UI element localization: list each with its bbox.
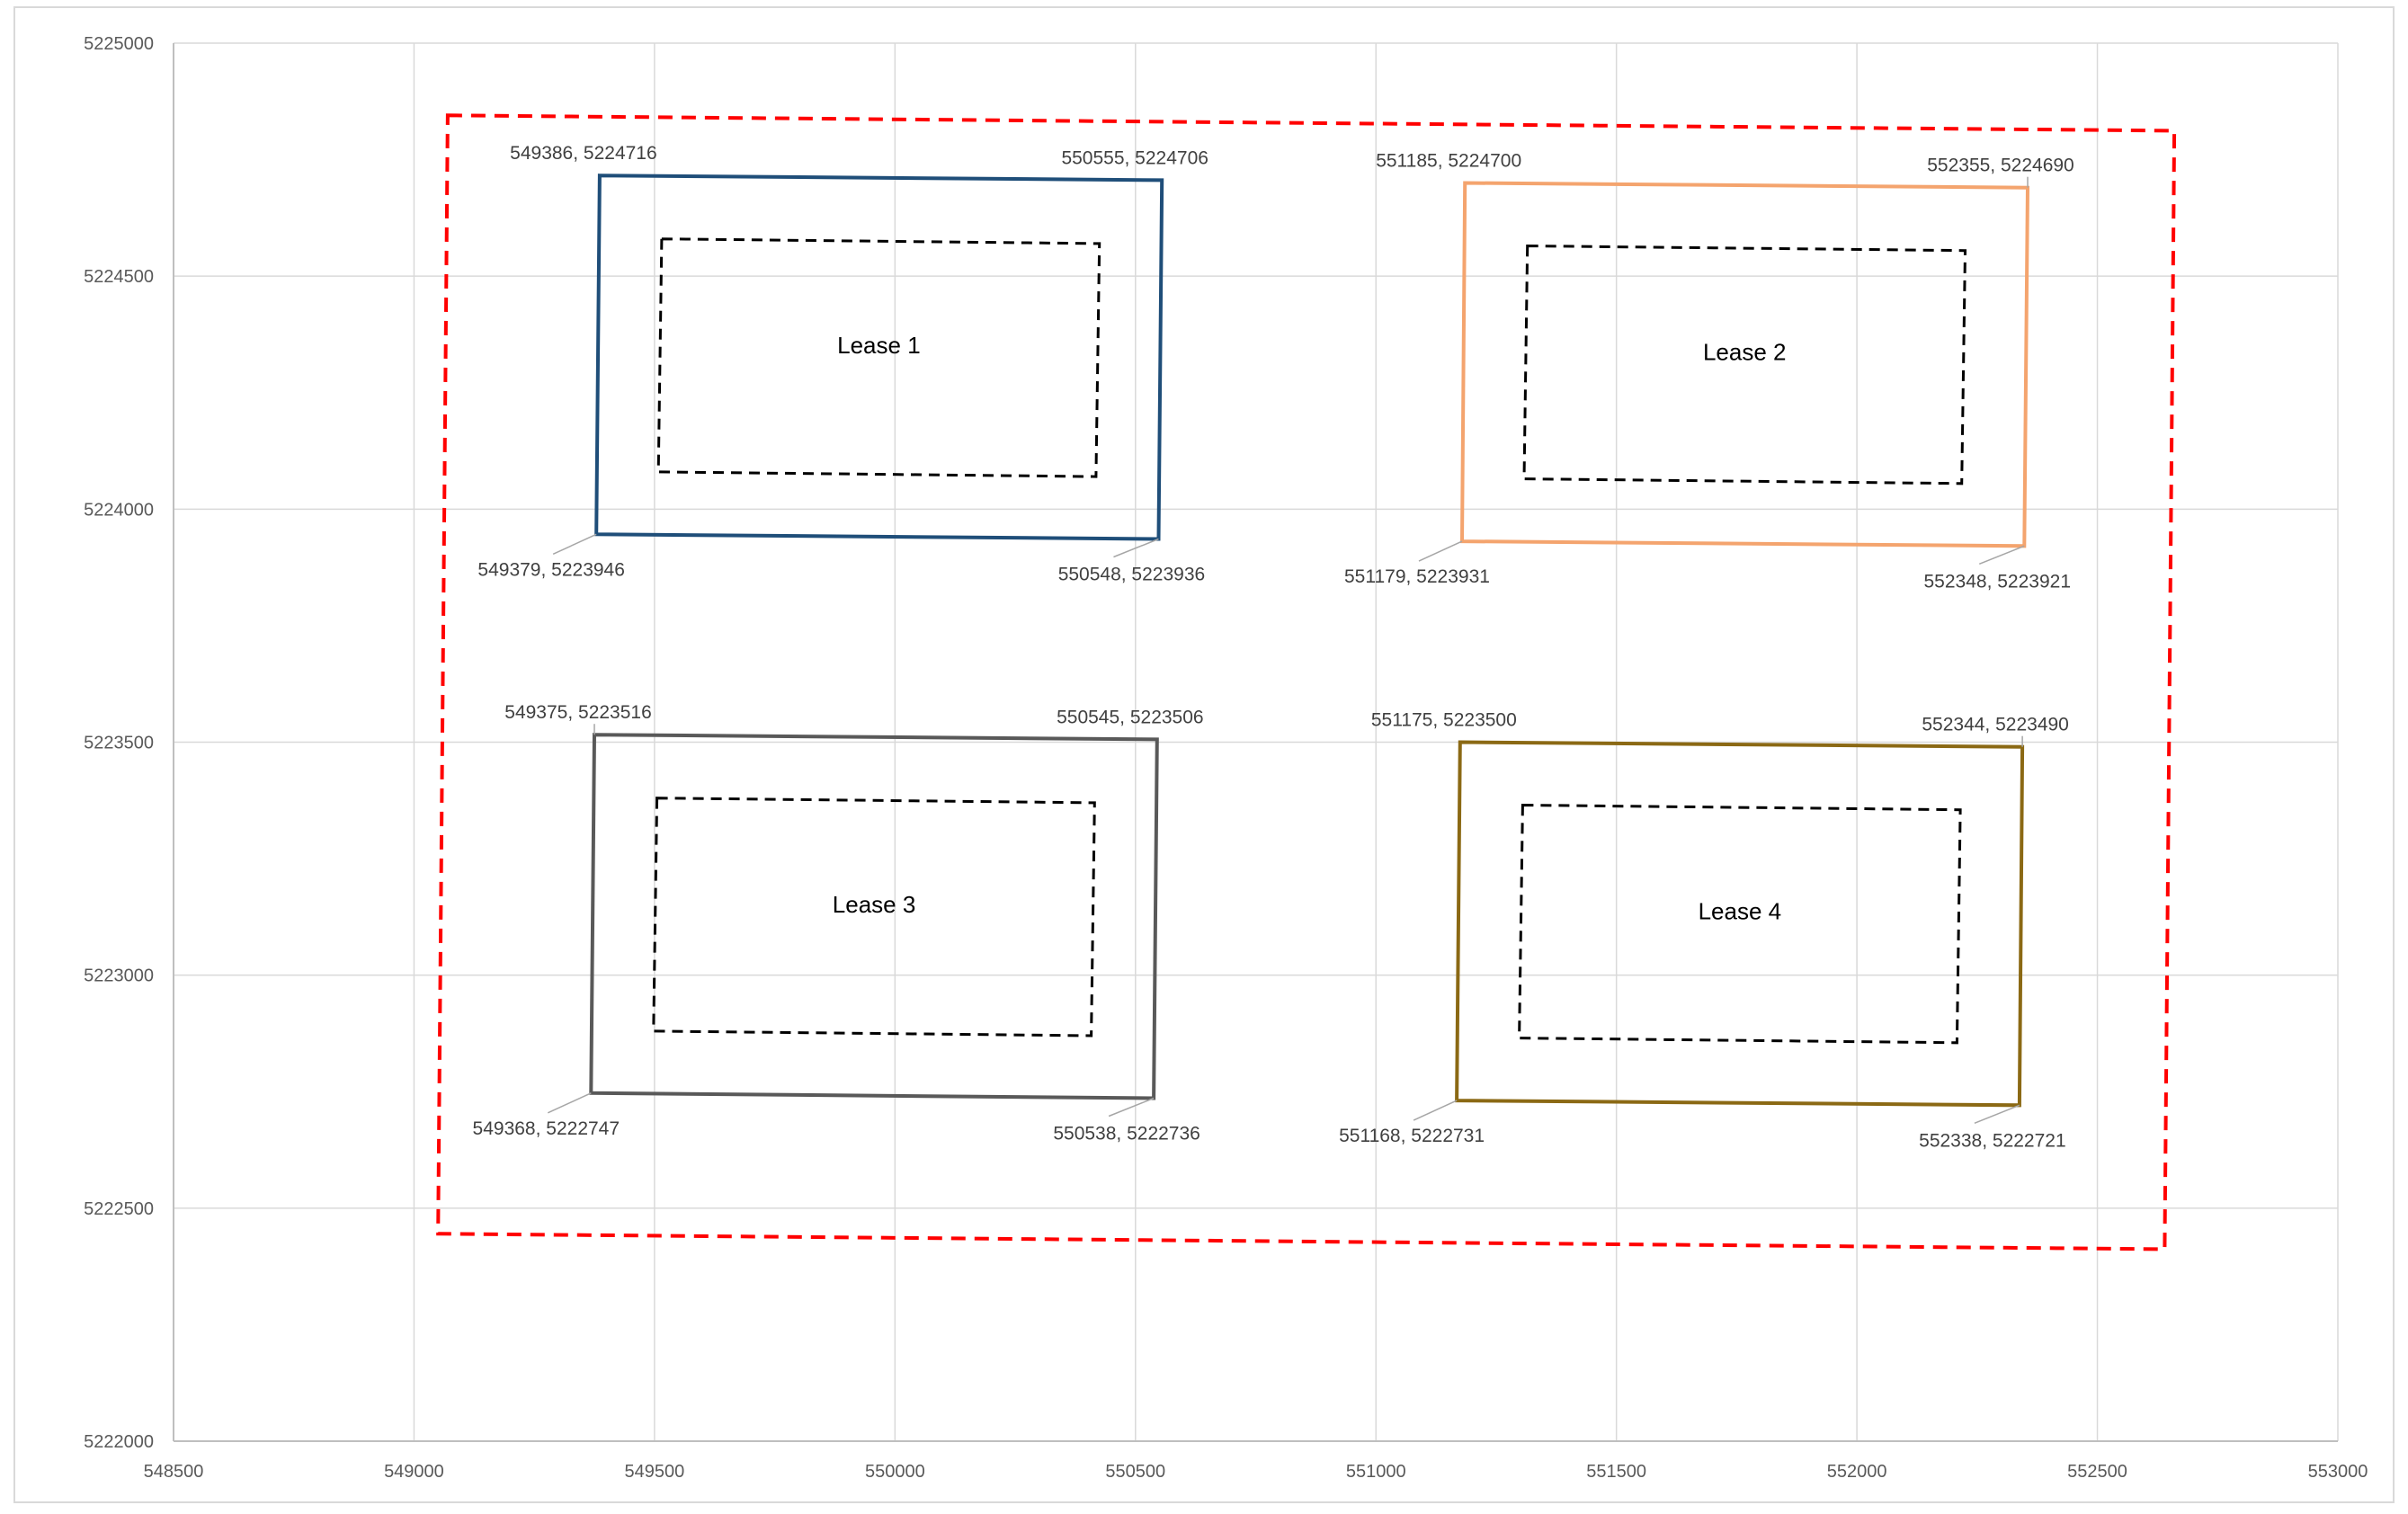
corner-coordinate-label: 549375, 5223516 xyxy=(504,702,652,723)
leases: Lease 1 549386, 5224716 550555, 5224706 550… xyxy=(473,143,2074,1151)
corner-leader-line xyxy=(552,533,597,556)
outer-boundary xyxy=(436,113,2177,1251)
outer-boundary-polygon xyxy=(436,113,2177,1251)
y-tick-label: 5222500 xyxy=(84,1199,154,1219)
lease-1: Lease 1 549386, 5224716 550555, 5224706 550… xyxy=(477,143,1208,584)
corner-coordinate-label: 549379, 5223946 xyxy=(477,559,625,580)
lease-name-label: Lease 1 xyxy=(837,332,921,359)
corner-coordinate-label: 551175, 5223500 xyxy=(1371,710,1517,731)
lease-inner-boundary xyxy=(652,797,1096,1038)
corner-coordinate-label: 550545, 5223506 xyxy=(1057,707,1204,727)
lease-outline xyxy=(594,174,1164,541)
corner-coordinate-label: 552338, 5222721 xyxy=(1919,1130,2066,1151)
corner-coordinate-label: 550555, 5224706 xyxy=(1061,147,1208,168)
corner-coordinate-label: 552348, 5223921 xyxy=(1924,571,2072,592)
corner-coordinate-label: 550548, 5223936 xyxy=(1058,565,1206,585)
lease-3: Lease 3 549375, 5223516 550545, 5223506 550… xyxy=(473,702,1204,1144)
x-tick-label: 551500 xyxy=(1586,1462,1646,1482)
corner-coordinate-label: 549368, 5222747 xyxy=(473,1118,620,1139)
lease-name-label: Lease 4 xyxy=(1699,898,1782,925)
x-tick-label: 553000 xyxy=(2308,1462,2368,1482)
x-tick-label: 552000 xyxy=(1827,1462,1887,1482)
x-tick-label: 550000 xyxy=(865,1462,925,1482)
x-tick-label: 552500 xyxy=(2067,1462,2127,1482)
corner-leader-line xyxy=(1978,545,2025,565)
lease-outline xyxy=(1459,181,2030,548)
lease-name-label: Lease 3 xyxy=(833,891,916,918)
corner-coordinate-label: 549386, 5224716 xyxy=(510,143,657,164)
corner-leader-line xyxy=(1108,1097,1155,1118)
corner-coordinate-label: 551179, 5223931 xyxy=(1344,566,1490,587)
y-tick-label: 5223000 xyxy=(84,966,154,986)
corner-leader-line xyxy=(547,1092,592,1114)
x-tick-label: 550500 xyxy=(1105,1462,1165,1482)
x-tick-label: 551000 xyxy=(1346,1462,1406,1482)
x-tick-label: 549000 xyxy=(384,1462,444,1482)
y-tick-label: 5224500 xyxy=(84,267,154,287)
lease-2: Lease 2 551185, 5224700 552355, 5224690 552… xyxy=(1344,151,2074,592)
corner-coordinate-label: 550538, 5222736 xyxy=(1053,1124,1200,1144)
x-tick-label: 548500 xyxy=(144,1462,204,1482)
axis-lines xyxy=(173,43,2338,1442)
corner-leader-line xyxy=(1974,1104,2020,1124)
chart-border xyxy=(13,6,2395,1503)
corner-coordinate-label: 551185, 5224700 xyxy=(1376,151,1521,172)
lease-inner-boundary xyxy=(1518,803,1962,1045)
corner-leader-line xyxy=(1418,540,1463,562)
y-tick-label: 5222000 xyxy=(84,1432,154,1452)
corner-coordinate-label: 552344, 5223490 xyxy=(1922,715,2069,735)
x-tick-label: 549500 xyxy=(625,1462,685,1482)
lease-inner-boundary xyxy=(656,237,1101,478)
corner-leader-line xyxy=(1413,1100,1458,1121)
y-tick-label: 5223500 xyxy=(84,734,154,753)
corner-coordinate-label: 551168, 5222731 xyxy=(1339,1126,1485,1146)
corner-coordinate-label: 552355, 5224690 xyxy=(1927,156,2074,176)
y-tick-label: 5224000 xyxy=(84,500,154,520)
lease-name-label: Lease 2 xyxy=(1703,339,1787,366)
corner-leader-line xyxy=(1113,538,1159,558)
tick-labels: 548500 549000 549500 550000 550500 551000 5515… xyxy=(84,34,2368,1482)
lease-inner-boundary xyxy=(1522,244,1967,485)
lease-4: Lease 4 551175, 5223500 552344, 5223490 552… xyxy=(1339,710,2069,1152)
y-tick-label: 5225000 xyxy=(84,34,154,54)
